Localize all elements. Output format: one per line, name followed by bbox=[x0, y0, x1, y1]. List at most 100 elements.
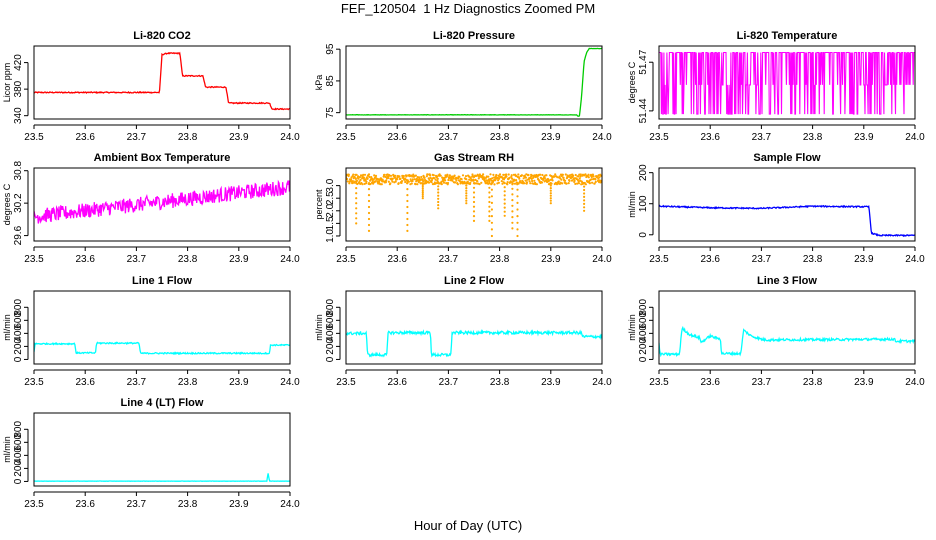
panel-gas-stream-rh-point bbox=[374, 174, 378, 177]
panel-gas-stream-rh-dip-point bbox=[583, 209, 586, 212]
panel-gas-stream-rh-dip-point bbox=[511, 221, 514, 224]
panel-gas-stream-rh-dip-point bbox=[367, 188, 371, 191]
panel-line-2-flow-title: Line 2 Flow bbox=[444, 275, 504, 287]
panel-gas-stream-rh-point bbox=[429, 174, 432, 177]
panel-gas-stream-rh-point bbox=[448, 174, 451, 177]
panel-gas-stream-rh-point bbox=[506, 181, 509, 184]
panel-sample-flow-x-tick-label: 23.5 bbox=[649, 254, 669, 265]
panel-gas-stream-rh-dip-point bbox=[503, 210, 506, 213]
panel-gas-stream-rh-dip-point bbox=[472, 205, 476, 208]
panel-line-3-flow-x-tick-label: 23.9 bbox=[854, 377, 874, 388]
panel-ambient-box-temperature-x-tick-label: 23.6 bbox=[75, 254, 95, 265]
panel-line-3-flow-title: Line 3 Flow bbox=[757, 275, 817, 287]
panel-gas-stream-rh-point bbox=[461, 174, 465, 177]
panel-gas-stream-rh-point bbox=[541, 173, 544, 177]
panel-li-820-temperature-x-tick-label: 24.0 bbox=[905, 132, 925, 143]
panel-gas-stream-rh-point bbox=[594, 180, 597, 183]
panel-gas-stream-rh-point bbox=[439, 174, 442, 177]
panel-gas-stream-rh-point bbox=[592, 175, 595, 178]
panel-gas-stream-rh-point bbox=[574, 173, 577, 177]
panel-gas-stream-rh-point bbox=[440, 180, 443, 183]
panel-gas-stream-rh-dip-point bbox=[367, 182, 371, 185]
panel-gas-stream-rh-dip-point bbox=[516, 201, 519, 204]
panel-gas-stream-rh-dip-point bbox=[516, 221, 519, 224]
panel-ambient-box-temperature-y-label: degrees C bbox=[2, 183, 12, 225]
panel-gas-stream-rh-point bbox=[561, 182, 564, 185]
panel-gas-stream-rh-dip-point bbox=[472, 219, 476, 222]
panel-ambient-box-temperature-x-tick-label: 23.5 bbox=[24, 254, 44, 265]
panel-gas-stream-rh-point bbox=[400, 180, 404, 183]
panel-gas-stream-rh-point bbox=[442, 181, 446, 184]
panel-gas-stream-rh-point bbox=[393, 176, 397, 179]
panel-gas-stream-rh-point bbox=[539, 173, 542, 176]
panel-gas-stream-rh-point bbox=[579, 175, 582, 178]
panel-line-3-flow-x-tick-label: 23.6 bbox=[700, 377, 720, 388]
panel-gas-stream-rh-point bbox=[389, 174, 393, 177]
panel-gas-stream-rh-point bbox=[553, 175, 556, 178]
panel-gas-stream-rh-dip-point bbox=[583, 199, 586, 202]
panel-li-820-co2-y-tick-label: 340 bbox=[13, 107, 24, 124]
panel-sample-flow-series bbox=[659, 204, 915, 238]
panel-gas-stream-rh-point bbox=[362, 173, 365, 176]
panel-li-820-co2-title: Li-820 CO2 bbox=[133, 30, 190, 42]
panel-gas-stream-rh-point bbox=[527, 173, 530, 177]
panel-li-820-pressure-x-tick-label: 23.7 bbox=[439, 132, 459, 143]
panel-gas-stream-rh-dip-point bbox=[488, 191, 491, 194]
panel-gas-stream-rh-point bbox=[411, 178, 414, 181]
panel-gas-stream-rh-point bbox=[502, 173, 505, 176]
panel-gas-stream-rh-point bbox=[387, 180, 390, 183]
panel-gas-stream-rh-point bbox=[524, 176, 528, 179]
panel-li-820-temperature-series bbox=[659, 51, 915, 115]
panel-gas-stream-rh-point bbox=[506, 183, 509, 186]
figure-x-axis-label: Hour of Day (UTC) bbox=[413, 518, 523, 533]
panel-li-820-temperature-y-label: degrees C bbox=[627, 61, 637, 103]
panel-gas-stream-rh-point bbox=[359, 178, 362, 181]
panel-gas-stream-rh-point bbox=[363, 173, 367, 176]
panel-gas-stream-rh-dip-point bbox=[583, 202, 586, 205]
panel-sample-flow-x-tick-label: 23.9 bbox=[854, 254, 874, 265]
panel-li-820-pressure-frame bbox=[345, 45, 603, 120]
panel-gas-stream-rh-dip-point bbox=[503, 214, 506, 217]
panel-gas-stream-rh-dip-point bbox=[503, 190, 506, 193]
panel-line-2-flow-y-tick-label: 200 bbox=[325, 338, 336, 355]
panel-gas-stream-rh-dip-point bbox=[367, 217, 371, 221]
panel-gas-stream-rh-point bbox=[564, 179, 567, 182]
panel-gas-stream-rh-dip-point bbox=[437, 185, 440, 188]
panel-li-820-co2-x-tick-label: 23.8 bbox=[178, 132, 198, 143]
panel-line-3-flow-series bbox=[659, 325, 915, 358]
panel-gas-stream-rh-point bbox=[510, 177, 514, 180]
panel-gas-stream-rh-point bbox=[402, 176, 405, 180]
panel-line-2-flow-data bbox=[346, 329, 602, 358]
panel-gas-stream-rh-point bbox=[489, 173, 492, 176]
panel-gas-stream-rh-point bbox=[355, 179, 359, 182]
panel-gas-stream-rh-dip-point bbox=[355, 222, 358, 225]
panel-gas-stream-rh-point bbox=[510, 174, 513, 177]
panel-gas-stream-rh-dip-point bbox=[583, 188, 586, 192]
panel-gas-stream-rh-dip-point bbox=[488, 215, 491, 218]
panel-sample-flow-x-tick-label: 24.0 bbox=[905, 254, 925, 265]
panel-gas-stream-rh-dip-point bbox=[472, 196, 476, 199]
panel-gas-stream-rh-point bbox=[478, 183, 481, 186]
panel-gas-stream-rh-point bbox=[492, 173, 495, 176]
panel-line-4-lt-flow-y-tick-label: 400 bbox=[13, 447, 24, 464]
panel-gas-stream-rh-point bbox=[458, 175, 461, 178]
panel-line-4-lt-flow-title: Line 4 (LT) Flow bbox=[121, 397, 204, 409]
panel-gas-stream-rh-point bbox=[407, 180, 410, 183]
panel-gas-stream-rh-point bbox=[551, 179, 554, 182]
panel-li-820-pressure: Li-820 Pressure 23.5 23.6 23.7 23.8 23.9 24.0 7… bbox=[314, 30, 612, 143]
panel-line-3-flow-y-label: ml/min bbox=[627, 314, 637, 341]
panel-gas-stream-rh-point bbox=[404, 180, 407, 184]
panel-gas-stream-rh-point bbox=[394, 174, 397, 177]
panel-gas-stream-rh-point bbox=[414, 174, 417, 177]
panel-gas-stream-rh-point bbox=[515, 179, 518, 182]
panel-sample-flow-y-tick-label: 100 bbox=[638, 195, 649, 212]
panel-li-820-co2-y-label: Licor ppm bbox=[2, 63, 12, 103]
panel-li-820-pressure-y-tick-label: 85 bbox=[325, 75, 336, 87]
panel-gas-stream-rh-point bbox=[498, 173, 502, 176]
panel-gas-stream-rh-point bbox=[494, 179, 497, 182]
panel-gas-stream-rh-point bbox=[533, 179, 536, 182]
panel-gas-stream-rh-dip-point bbox=[472, 182, 476, 185]
panel-gas-stream-rh-dip-point bbox=[511, 216, 514, 219]
panel-gas-stream-rh-point bbox=[588, 182, 592, 185]
panel-gas-stream-rh-dip-point bbox=[421, 191, 424, 194]
